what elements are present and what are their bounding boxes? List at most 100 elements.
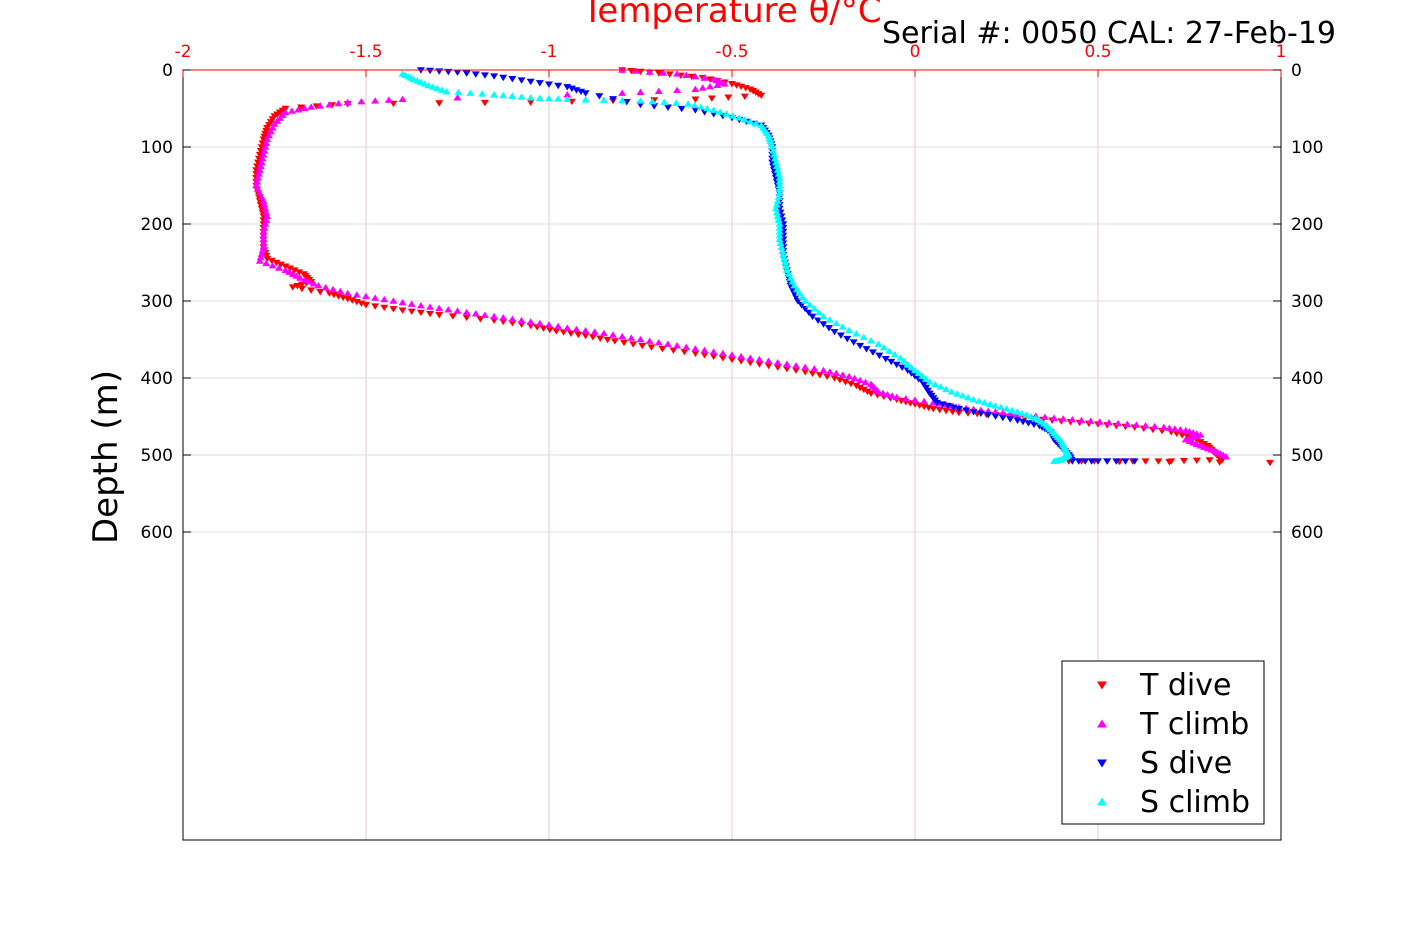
data-point [929, 406, 938, 413]
data-point [572, 325, 581, 333]
data-point [259, 231, 268, 239]
data-point [352, 291, 361, 298]
data-point [1007, 406, 1016, 414]
data-point [775, 189, 784, 196]
data-point [845, 326, 854, 334]
data-point [254, 170, 263, 177]
data-point [954, 409, 963, 417]
data-point [931, 380, 940, 388]
legend-entry-label: T dive [1139, 668, 1231, 703]
data-point [453, 307, 462, 314]
legend-entry-label: S climb [1140, 785, 1250, 820]
data-point [706, 76, 715, 83]
data-point [362, 292, 370, 300]
data-point [660, 98, 669, 106]
data-point [770, 151, 779, 158]
data-point [1114, 419, 1123, 427]
data-point [852, 382, 861, 390]
data-point [687, 73, 696, 81]
data-point [276, 261, 285, 269]
data-point [728, 351, 736, 358]
data-point [480, 72, 489, 79]
y-tick-label-right: 100 [1291, 138, 1323, 158]
x-tick-label: -2 [175, 42, 192, 62]
data-point [751, 119, 760, 127]
y-axis-ticks: 0 0 100 100 200 200 300 300 400 400 500 500 600 600 [141, 61, 1324, 543]
data-point [921, 375, 930, 382]
data-point [654, 70, 663, 77]
data-point [892, 361, 901, 369]
data-point [775, 181, 784, 189]
data-point [850, 374, 859, 382]
data-point [545, 326, 554, 334]
data-point [1094, 458, 1102, 465]
data-point [1132, 421, 1141, 428]
data-point [627, 334, 636, 341]
data-point [722, 110, 731, 117]
data-point [648, 97, 657, 105]
data-point [1050, 414, 1059, 421]
data-point [969, 409, 978, 416]
data-point [755, 361, 764, 368]
data-point [819, 321, 828, 328]
data-point [781, 258, 790, 266]
data-point [380, 295, 389, 303]
data-point [953, 390, 962, 397]
data-point [773, 166, 782, 173]
data-point [435, 312, 444, 319]
data-point [775, 231, 784, 239]
data-point [772, 162, 781, 170]
data-point [892, 393, 901, 401]
data-point [255, 257, 264, 264]
data-point [334, 99, 343, 107]
data-point [663, 104, 672, 111]
data-point [336, 287, 345, 295]
data-point [618, 332, 627, 340]
data-point [746, 354, 755, 361]
data-point [254, 174, 263, 181]
data-point [677, 105, 686, 113]
data-point [1215, 459, 1224, 466]
data-point [724, 94, 733, 101]
data-point [398, 307, 407, 314]
data-point [728, 112, 737, 119]
data-point [620, 339, 629, 347]
data-point [1159, 423, 1168, 431]
data-point [709, 348, 718, 355]
data-point [1068, 458, 1077, 465]
data-point [815, 372, 824, 379]
data-point [259, 197, 268, 204]
data-point [275, 264, 284, 271]
data-point [691, 72, 700, 80]
data-point [775, 224, 784, 231]
data-point [718, 355, 727, 362]
data-point [490, 73, 499, 80]
data-point [261, 143, 270, 150]
data-point [707, 95, 716, 102]
data-point [453, 69, 462, 76]
x-axis-ticks: -2 -1.5 -1 -0.5 0 0.5 1 [175, 42, 1286, 77]
data-point [433, 84, 442, 92]
data-point [825, 316, 834, 323]
data-point [777, 243, 786, 250]
data-point [868, 349, 877, 356]
data-point [272, 259, 281, 267]
data-point [878, 389, 887, 397]
data-point [845, 372, 854, 380]
data-point [398, 298, 407, 306]
data-point [838, 323, 847, 330]
data-point [343, 289, 352, 297]
data-point [881, 355, 890, 363]
y-tick-label-left: 100 [141, 138, 173, 158]
data-point [526, 318, 535, 325]
data-point [856, 342, 865, 350]
data-point [1205, 457, 1214, 464]
data-point [545, 321, 553, 328]
data-point [755, 355, 764, 363]
data-point [808, 370, 817, 377]
data-point [371, 294, 380, 301]
data-point [1103, 458, 1112, 465]
data-point [517, 93, 526, 100]
data-point [300, 276, 309, 283]
x-axis-label: Temperature θ/°C [581, 0, 881, 31]
